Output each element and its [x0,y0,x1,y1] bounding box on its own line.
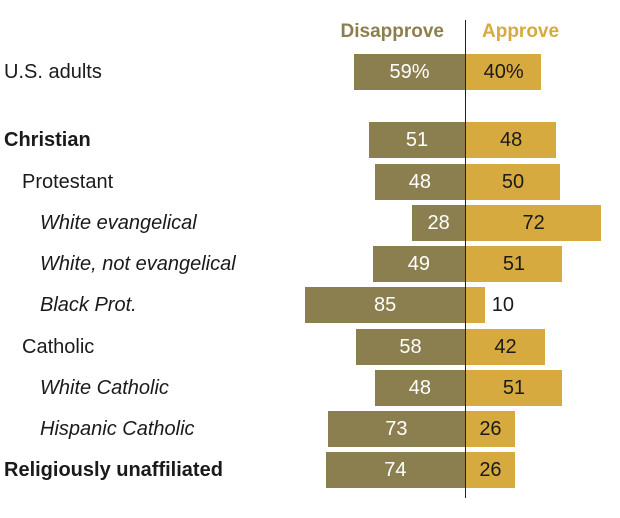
value-label-disapprove: 48 [408,171,431,193]
row-label: White, not evangelical [40,253,236,275]
value-label-disapprove: 59% [389,61,430,83]
value-label-approve: 26 [479,418,502,440]
value-label-approve: 72 [522,212,545,234]
row-label: Black Prot. [40,294,137,316]
bar-disapprove [354,54,465,90]
row-label: White Catholic [40,377,169,399]
bar-approve [466,411,515,447]
value-label-disapprove: 73 [385,418,408,440]
zero-axis-line [465,20,466,498]
value-label-disapprove: 28 [427,212,450,234]
value-label-approve: 48 [499,129,523,151]
row-label: Hispanic Catholic [40,418,195,440]
value-label-approve: 51 [502,253,526,275]
bar-disapprove [374,370,465,406]
bar-disapprove [374,164,465,200]
bar-approve [466,452,515,488]
row-label: Catholic [22,336,95,358]
value-label-disapprove: 51 [405,129,429,151]
bar-approve [466,370,562,406]
legend-approve: Approve [482,21,560,42]
value-label-disapprove: 48 [408,377,431,399]
bar-approve [466,205,602,241]
value-label-disapprove: 74 [384,459,407,481]
value-label-disapprove: 49 [407,253,431,275]
bar-disapprove [372,246,465,282]
bar-disapprove [412,205,465,241]
value-label-disapprove: 58 [399,336,422,358]
bar-disapprove [327,411,465,447]
bar-approve [466,164,560,200]
bar-disapprove [325,452,465,488]
value-label-approve: 51 [502,377,526,399]
row-label: Protestant [22,171,114,193]
row-label: White evangelical [40,212,197,234]
value-label-approve: 26 [479,459,502,481]
bar-approve [466,54,542,90]
bar-approve [466,246,562,282]
row-label: Christian [4,129,91,151]
bar-approve [466,329,545,365]
bar-approve [466,122,557,158]
legend-disapprove: Disapprove [340,21,444,42]
bar-disapprove [305,287,465,323]
value-label-approve: 10 [491,294,515,316]
bar-disapprove [369,122,465,158]
value-label-approve: 50 [501,171,525,193]
row-label: U.S. adults [4,61,102,83]
value-label-approve: 42 [494,336,517,358]
value-label-disapprove: 85 [373,294,397,316]
bar-disapprove [355,329,465,365]
bar-approve [466,287,485,323]
row-label: Religiously unaffiliated [4,459,223,481]
value-label-approve: 40% [483,61,524,83]
